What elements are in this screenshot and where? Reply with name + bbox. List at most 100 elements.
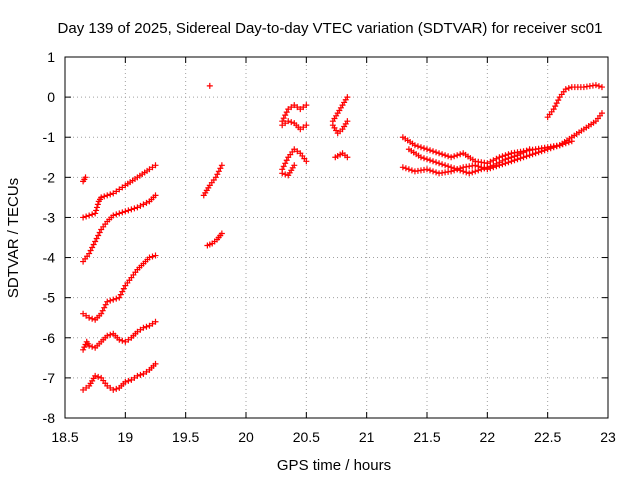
data-point: [598, 84, 605, 91]
y-axis-label: SDTVAR / TECUs: [5, 178, 22, 298]
data-point: [104, 298, 111, 305]
data-point: [414, 143, 421, 150]
data-point: [556, 142, 563, 149]
data-point: [89, 244, 96, 251]
data-point: [448, 154, 455, 161]
data-point: [152, 360, 159, 367]
x-tick-label: 21.5: [413, 429, 440, 445]
data-point: [217, 165, 224, 172]
data-point: [457, 167, 464, 174]
data-point: [439, 161, 446, 168]
data-point: [424, 166, 430, 173]
data-point: [300, 104, 307, 111]
data-point: [523, 153, 530, 160]
data-point: [285, 106, 292, 113]
data-point: [538, 148, 545, 155]
data-point: [285, 118, 292, 125]
x-tick-label: 19: [118, 429, 134, 445]
data-point: [411, 142, 418, 149]
data-point: [146, 166, 153, 173]
data-point: [152, 192, 159, 199]
data-point: [408, 167, 415, 174]
x-tick-label: 22: [480, 429, 496, 445]
data-point: [496, 154, 503, 161]
data-point: [433, 159, 440, 166]
data-point: [86, 250, 93, 257]
data-point: [502, 156, 509, 163]
x-tick-labels: 18.5 19 19.5 20 20.5 21 21.5 22 22.5 23: [51, 429, 616, 445]
data-point: [83, 312, 90, 319]
data-point: [433, 169, 440, 176]
data-point: [297, 126, 304, 133]
data-point: [280, 163, 287, 170]
x-tick-label: 20.5: [293, 429, 320, 445]
data-point: [463, 169, 470, 176]
data-point: [110, 386, 117, 393]
data-point: [140, 324, 147, 331]
data-point: [128, 206, 135, 213]
data-point: [149, 164, 156, 171]
data-point: [457, 151, 464, 158]
data-point: [218, 230, 225, 237]
data-point: [399, 164, 406, 171]
data-point: [424, 146, 430, 153]
data-point: [86, 212, 93, 219]
data-point: [532, 150, 539, 157]
data-point: [300, 124, 307, 131]
data-point: [297, 106, 304, 113]
data-point: [93, 207, 100, 214]
data-point: [523, 147, 530, 154]
data-point: [294, 148, 301, 155]
data-point: [96, 229, 103, 236]
data-point: [137, 371, 144, 378]
data-point: [344, 94, 351, 101]
data-point: [562, 86, 569, 93]
y-tick-label: 1: [47, 49, 55, 65]
data-point: [526, 152, 533, 159]
y-tick-label: -8: [43, 410, 56, 426]
data-point: [568, 138, 575, 145]
data-point: [107, 297, 114, 304]
data-point: [122, 208, 129, 215]
data-point: [113, 385, 120, 392]
data-point: [101, 193, 108, 200]
x-tick-label: 23: [600, 429, 616, 445]
data-point: [475, 167, 482, 174]
data-point: [80, 386, 87, 393]
data-point: [472, 162, 479, 169]
data-point: [92, 210, 99, 217]
data-point: [436, 160, 443, 167]
data-point: [402, 165, 409, 172]
data-point: [143, 323, 150, 330]
data-point: [134, 328, 141, 335]
data-point: [146, 322, 153, 329]
chart-title: Day 139 of 2025, Sidereal Day-to-day VTE…: [58, 20, 603, 37]
data-point: [565, 139, 572, 146]
data-point: [87, 247, 94, 254]
data-point: [442, 162, 449, 169]
data-point: [116, 336, 123, 343]
data-point: [140, 370, 147, 377]
data-point: [520, 154, 527, 161]
x-axis-label: GPS time / hours: [277, 457, 391, 474]
data-point: [562, 140, 569, 147]
data-point: [99, 307, 106, 314]
data-point: [89, 211, 96, 218]
data-point: [92, 372, 99, 379]
data-point: [80, 346, 87, 353]
data-point: [439, 151, 446, 158]
data-point: [93, 204, 100, 211]
data-point: [541, 147, 548, 154]
data-point: [119, 337, 126, 344]
data-point: [454, 152, 461, 159]
data-point: [143, 199, 150, 206]
data-point: [149, 253, 156, 260]
data-point: [143, 368, 150, 375]
data-point: [344, 154, 351, 161]
data-point: [206, 82, 213, 89]
data-point: [93, 235, 100, 242]
x-tick-label: 21: [359, 429, 375, 445]
y-tick-labels: 1 0 -1 -2 -3 -4 -5 -6 -7 -8: [43, 49, 56, 426]
data-point: [529, 151, 536, 158]
